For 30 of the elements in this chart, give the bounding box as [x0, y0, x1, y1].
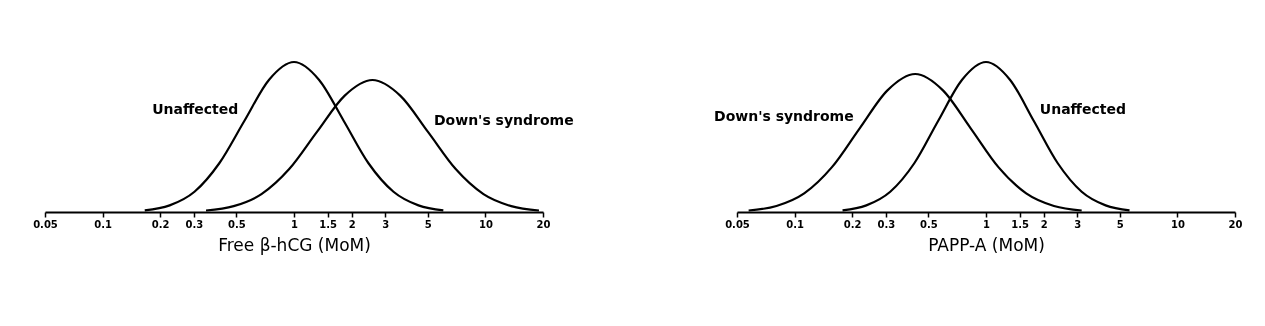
x-axis-title: PAPP-A (MoM) — [928, 234, 1045, 255]
x-tick-label: 0.1 — [786, 218, 805, 230]
x-tick-label: 1.5 — [319, 218, 338, 230]
series-label: Unaffected — [152, 100, 239, 117]
x-tick-label: 2 — [1040, 218, 1048, 230]
x-tick-label: 0.1 — [94, 218, 113, 230]
series-label: Down's syndrome — [433, 111, 574, 128]
x-tick-label: 10 — [478, 218, 493, 230]
x-tick-label: 1 — [291, 218, 299, 230]
x-tick-label: 0.5 — [228, 218, 246, 230]
x-tick-label: 0.5 — [920, 218, 938, 230]
x-tick-label: 10 — [1170, 218, 1185, 230]
x-tick-label: 0.3 — [185, 218, 204, 230]
x-axis-title: Free β-hCG (MoM) — [218, 234, 371, 255]
x-tick-label: 20 — [536, 218, 551, 230]
x-tick-label: 3 — [382, 218, 390, 230]
x-tick-label: 0.2 — [843, 218, 862, 230]
x-tick-label: 0.05 — [725, 218, 750, 230]
x-tick-label: 5 — [1116, 218, 1124, 230]
x-tick-label: 1 — [983, 218, 991, 230]
x-tick-label: 0.3 — [877, 218, 896, 230]
x-tick-label: 5 — [424, 218, 432, 230]
series-label: Unaffected — [1039, 100, 1126, 117]
x-tick-label: 1.5 — [1011, 218, 1030, 230]
x-tick-label: 3 — [1074, 218, 1082, 230]
x-tick-label: 0.05 — [33, 218, 58, 230]
x-tick-label: 2 — [348, 218, 356, 230]
x-tick-label: 0.2 — [151, 218, 170, 230]
x-tick-label: 20 — [1228, 218, 1243, 230]
series-label: Down's syndrome — [714, 108, 854, 125]
